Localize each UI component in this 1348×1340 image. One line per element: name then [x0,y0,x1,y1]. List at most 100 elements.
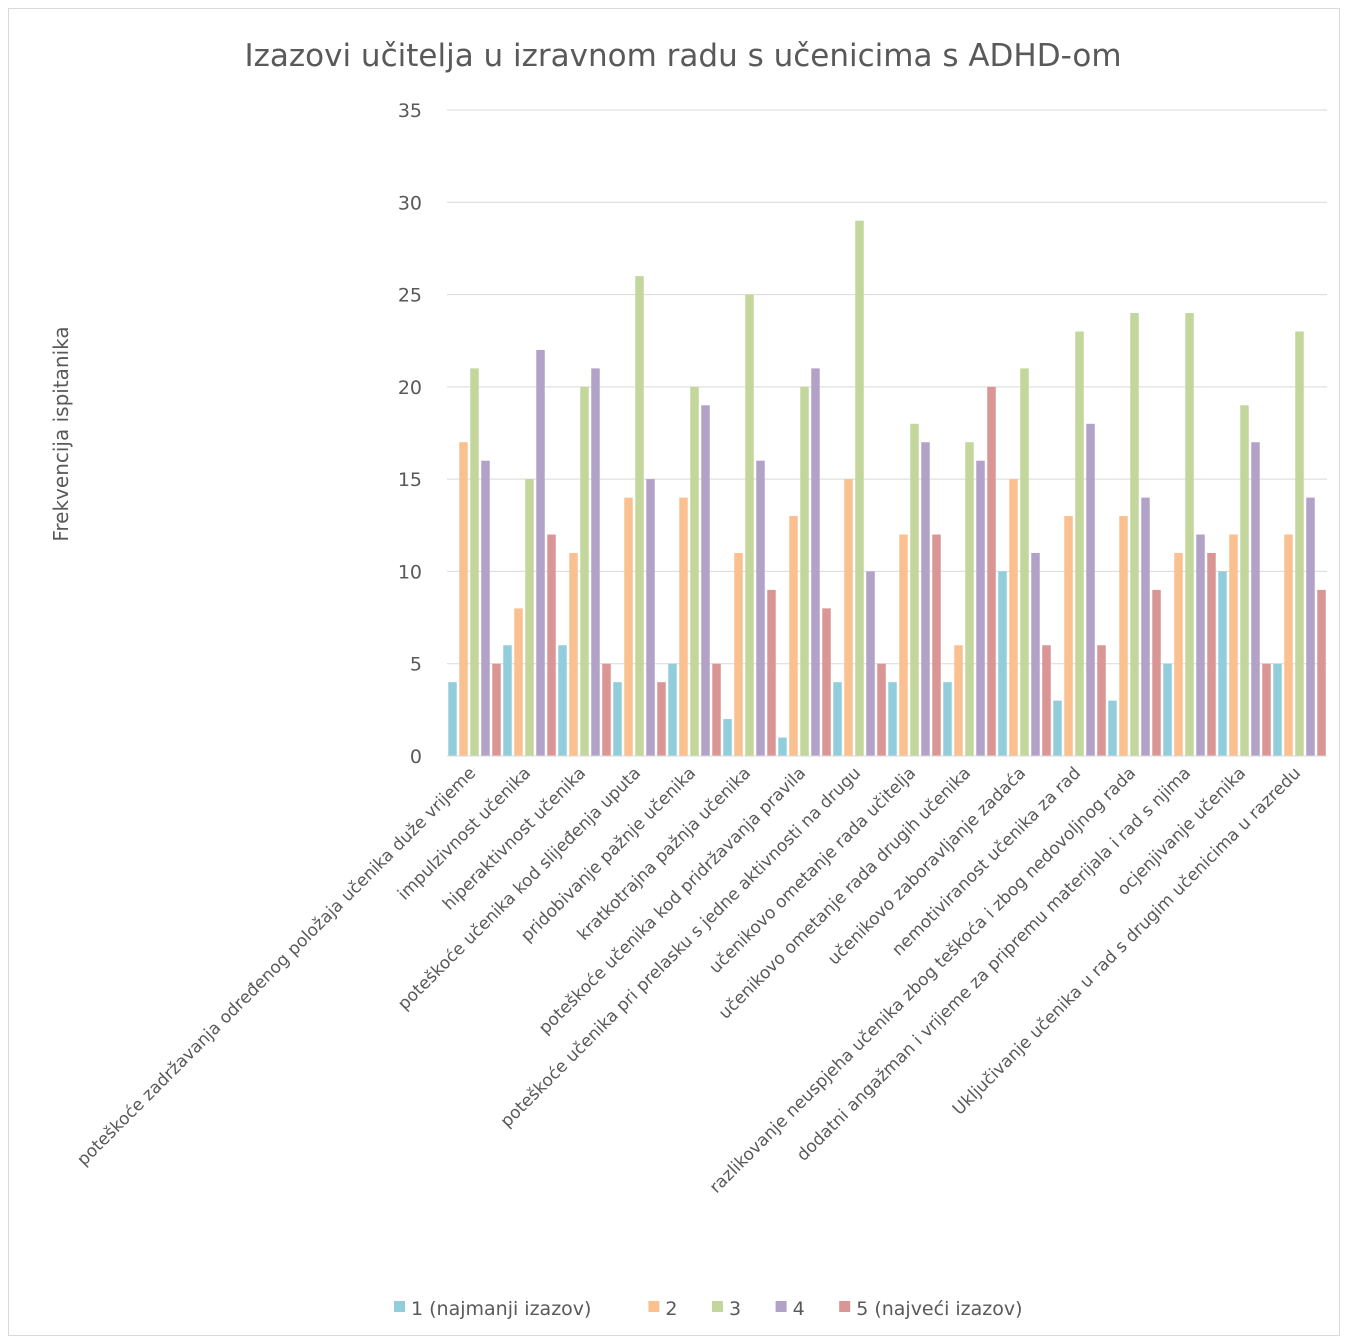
bar [1097,645,1106,756]
bar [998,571,1007,756]
bar [987,386,996,756]
legend-label: 3 [729,1298,741,1320]
bar [778,737,787,756]
bar [1262,663,1271,756]
bar [690,386,699,756]
bar [1064,516,1073,756]
bar [525,479,534,756]
bar [536,349,545,756]
bar [734,552,743,756]
bar [547,534,556,756]
bar [1053,700,1062,756]
bar [1240,405,1249,756]
y-tick-label: 10 [398,561,422,583]
legend-item: 4 [775,1298,805,1320]
legend-item: 5 (najveći izazov) [839,1298,1023,1320]
bar [932,534,941,756]
bar [822,608,831,756]
y-tick-label: 0 [410,746,422,768]
bar [1086,423,1095,756]
x-tick-label: učenikovo ometanje rada drugih učenika [715,763,975,1023]
bar [1196,534,1205,756]
bar [679,497,688,756]
bar [635,276,644,756]
bar [756,460,765,756]
bar [646,479,655,756]
bar [448,682,457,756]
bar [613,682,622,756]
x-tick-labels: poteškoće zadržavanja određenog položaja… [73,763,1305,1197]
bar [943,682,952,756]
y-tick-label: 5 [410,654,422,676]
legend-swatch [839,1301,851,1312]
bar [811,368,820,756]
legend-item: 1 (najmanji izazov) [394,1298,591,1320]
bar [1273,663,1282,756]
bar [1284,534,1293,756]
bar [1152,589,1161,756]
bar [1163,663,1172,756]
bar [921,442,930,756]
bar [1218,571,1227,756]
legend-swatch [394,1301,405,1312]
x-tick-label: poteškoće zadržavanja određenog položaja… [73,763,480,1170]
bar [976,460,985,756]
bar [1042,645,1051,756]
bar [800,386,809,756]
y-tick-label: 20 [398,377,422,399]
bar [723,719,732,756]
bar [844,479,853,756]
y-tick-label: 15 [398,469,422,491]
legend-label: 1 (najmanji izazov) [411,1298,591,1320]
bar [712,663,721,756]
bar [1317,589,1326,756]
x-tick-label: poteškoće učenika pri prelasku s jedne a… [497,763,865,1131]
bar [1075,331,1084,756]
legend-swatch [648,1301,660,1312]
bar [503,645,512,756]
bar [1119,516,1128,756]
bar [624,497,633,756]
legend-label: 2 [665,1298,677,1320]
bar [1295,331,1304,756]
y-tick-label: 30 [398,192,422,214]
bar [1130,313,1139,756]
bar [1185,313,1194,756]
legend-label: 5 (najveći izazov) [856,1298,1022,1320]
bar [1009,479,1018,756]
bar [866,571,875,756]
bar [1251,442,1260,756]
bar [855,220,864,757]
bar [591,368,600,756]
y-tick-label: 25 [398,285,422,307]
bar [833,682,842,756]
bar [888,682,897,756]
legend-swatch [712,1301,723,1312]
bar [1229,534,1238,756]
bar [492,663,501,756]
bar [514,608,523,756]
bar [470,368,479,756]
bar [580,386,589,756]
bar [701,405,710,756]
bar [1141,497,1150,756]
legend-item: 2 [648,1298,677,1320]
bar [789,516,798,756]
bar [1020,368,1029,756]
legend: 1 (najmanji izazov) 2 3 4 5 (najveći izazov) [394,1298,1023,1320]
chart-title: Izazovi učitelja u izravnom radu s učeni… [244,38,1121,74]
bar [1031,552,1040,756]
bar [558,645,567,756]
bar [745,294,754,756]
bar [1174,552,1183,756]
legend-item: 3 [712,1298,741,1320]
y-axis-label: Frekvencija ispitanika [49,326,73,541]
bar [1108,700,1117,756]
gridlines [447,109,1327,665]
legend-label: 4 [793,1298,805,1320]
bar [877,663,886,756]
bar [954,645,963,756]
bar [767,589,776,756]
bars [448,220,1326,757]
